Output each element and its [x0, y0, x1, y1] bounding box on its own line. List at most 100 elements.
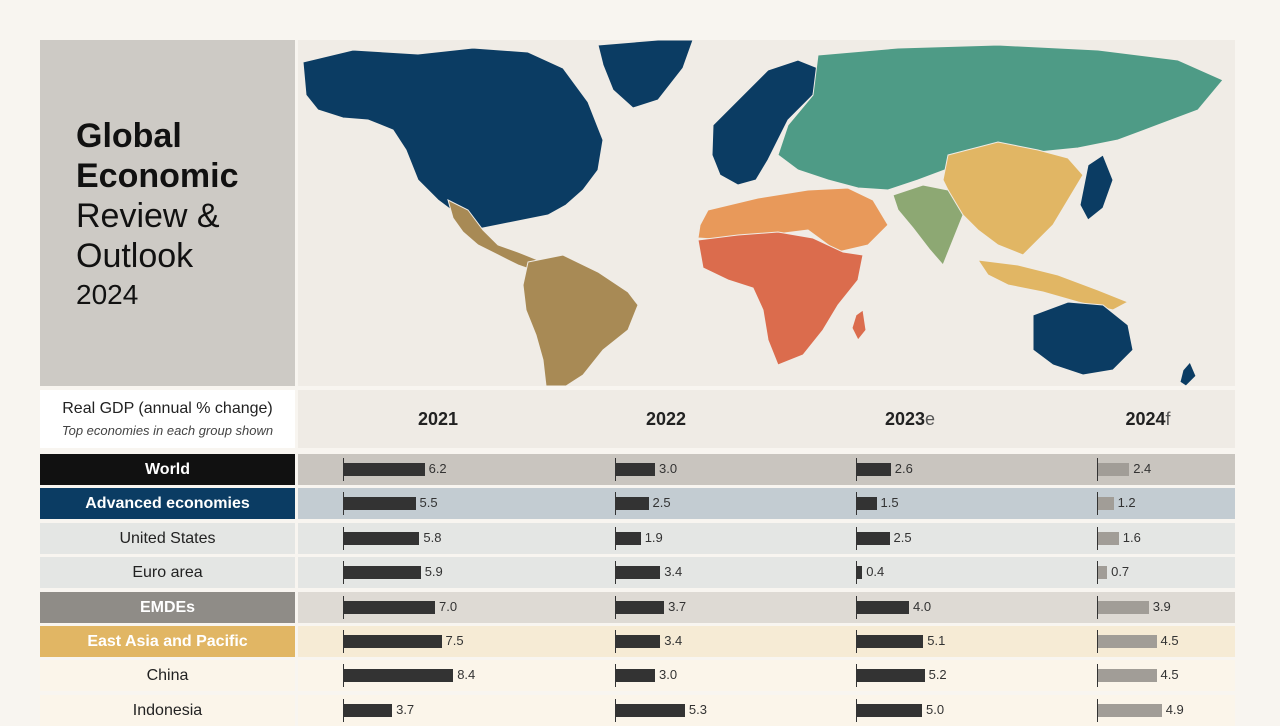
- table-header-label: Real GDP (annual % change) Top economies…: [40, 390, 298, 448]
- title-panel: Global Economic Review & Outlook 2024: [40, 40, 295, 386]
- gdp-value-label: 5.2: [928, 667, 947, 682]
- bar-axis: [343, 630, 344, 653]
- table-row: World 6.2 3.0 2.6 2.4: [40, 454, 1235, 485]
- bar-axis: [615, 699, 616, 722]
- gdp-value-label: 8.4: [457, 667, 476, 682]
- region-europe: [711, 59, 819, 186]
- gdp-value-label: 1.6: [1122, 530, 1141, 545]
- bar-axis: [856, 561, 857, 584]
- bar-axis: [856, 664, 857, 687]
- gdp-value-label: 1.5: [880, 495, 899, 510]
- gdp-bar: [344, 532, 420, 545]
- gdp-bar: [857, 635, 924, 648]
- gdp-value-label: 2.5: [893, 530, 912, 545]
- bar-axis: [615, 492, 616, 515]
- gdp-bar: [344, 463, 425, 476]
- row-values: 5.5 2.5 1.5 1.2: [298, 488, 1235, 519]
- table-row: China 8.4 3.0 5.2 4.5: [40, 660, 1235, 691]
- year-label: 2022: [645, 409, 687, 429]
- year-headers: 2021 2022 2023e 2024f: [298, 390, 1235, 448]
- gdp-value-label: 3.0: [659, 667, 678, 682]
- table-row: East Asia and Pacific 7.5 3.4 5.1 4.5: [40, 626, 1235, 657]
- row-values: 7.0 3.7 4.0 3.9: [298, 592, 1235, 623]
- row-label: Euro area: [40, 557, 295, 588]
- bar-axis: [1097, 699, 1098, 722]
- gdp-bar: [857, 601, 909, 614]
- year-header-2021: 2021: [418, 409, 458, 430]
- gdp-value-label: 5.1: [927, 633, 946, 648]
- gdp-value-label: 5.5: [419, 495, 438, 510]
- year-suffix: f: [1165, 409, 1171, 429]
- gdp-value-label: 3.9: [1152, 599, 1171, 614]
- bar-axis: [615, 664, 616, 687]
- gdp-bar: [344, 704, 393, 717]
- table-row: Euro area 5.9 3.4 0.4 0.7: [40, 557, 1235, 588]
- gdp-value-label: 4.0: [913, 599, 932, 614]
- gdp-bar: [344, 669, 454, 682]
- gdp-bar: [1098, 635, 1157, 648]
- table-header-title: Real GDP (annual % change): [62, 400, 273, 417]
- row-values: 7.5 3.4 5.1 4.5: [298, 626, 1235, 657]
- gdp-bar: [1098, 669, 1157, 682]
- bar-axis: [856, 699, 857, 722]
- bar-axis: [343, 492, 344, 515]
- bar-axis: [615, 561, 616, 584]
- bar-axis: [1097, 664, 1098, 687]
- gdp-bar: [1098, 566, 1108, 579]
- gdp-bar: [344, 635, 442, 648]
- gdp-bar: [344, 601, 435, 614]
- bar-axis: [856, 630, 857, 653]
- gdp-value-label: 3.4: [664, 633, 683, 648]
- gdp-value-label: 2.6: [894, 461, 913, 476]
- year-label: 2024: [1125, 409, 1166, 429]
- bar-axis: [1097, 596, 1098, 619]
- table-row: EMDEs 7.0 3.7 4.0 3.9: [40, 592, 1235, 623]
- region-sub-saharan-africa: [697, 231, 864, 366]
- table-row: Advanced economies 5.5 2.5 1.5 1.2: [40, 488, 1235, 519]
- gdp-bar: [616, 669, 655, 682]
- row-label: EMDEs: [40, 592, 295, 623]
- bar-axis: [1097, 527, 1098, 550]
- gdp-value-label: 3.7: [396, 702, 415, 717]
- gdp-bar: [857, 566, 863, 579]
- gdp-value-label: 4.5: [1160, 667, 1179, 682]
- gdp-bar: [616, 532, 641, 545]
- year-header-2022: 2022: [646, 409, 686, 430]
- gdp-bar: [857, 704, 922, 717]
- table-header: Real GDP (annual % change) Top economies…: [40, 390, 1235, 448]
- bar-axis: [1097, 458, 1098, 481]
- bar-axis: [1097, 630, 1098, 653]
- gdp-value-label: 3.7: [668, 599, 687, 614]
- region-greenland: [597, 40, 694, 109]
- bar-axis: [1097, 492, 1098, 515]
- gdp-bar: [616, 463, 655, 476]
- gdp-value-label: 4.9: [1165, 702, 1184, 717]
- gdp-bar: [1098, 601, 1149, 614]
- gdp-bar: [616, 635, 661, 648]
- gdp-bar: [1098, 463, 1130, 476]
- row-values: 6.2 3.0 2.6 2.4: [298, 454, 1235, 485]
- gdp-bar: [857, 497, 877, 510]
- year-header-2023: 2023e: [885, 409, 935, 430]
- world-map: [298, 40, 1235, 386]
- region-south-america: [522, 254, 639, 386]
- title-line-2: Economic: [76, 157, 239, 195]
- gdp-bar: [616, 601, 665, 614]
- bar-axis: [856, 492, 857, 515]
- gdp-value-label: 7.0: [439, 599, 458, 614]
- gdp-bar: [616, 704, 685, 717]
- row-label: Advanced economies: [40, 488, 295, 519]
- gdp-value-label: 3.4: [664, 564, 683, 579]
- bar-axis: [856, 527, 857, 550]
- gdp-value-label: 6.2: [428, 461, 447, 476]
- bar-axis: [856, 596, 857, 619]
- row-label: United States: [40, 523, 295, 554]
- gdp-value-label: 5.9: [424, 564, 443, 579]
- region-south-asia: [892, 184, 964, 266]
- region-japan: [1079, 154, 1114, 221]
- table-row: United States 5.8 1.9 2.5 1.6: [40, 523, 1235, 554]
- row-label: East Asia and Pacific: [40, 626, 295, 657]
- bar-axis: [343, 527, 344, 550]
- region-australia: [1032, 301, 1134, 376]
- world-map-svg: [298, 40, 1235, 386]
